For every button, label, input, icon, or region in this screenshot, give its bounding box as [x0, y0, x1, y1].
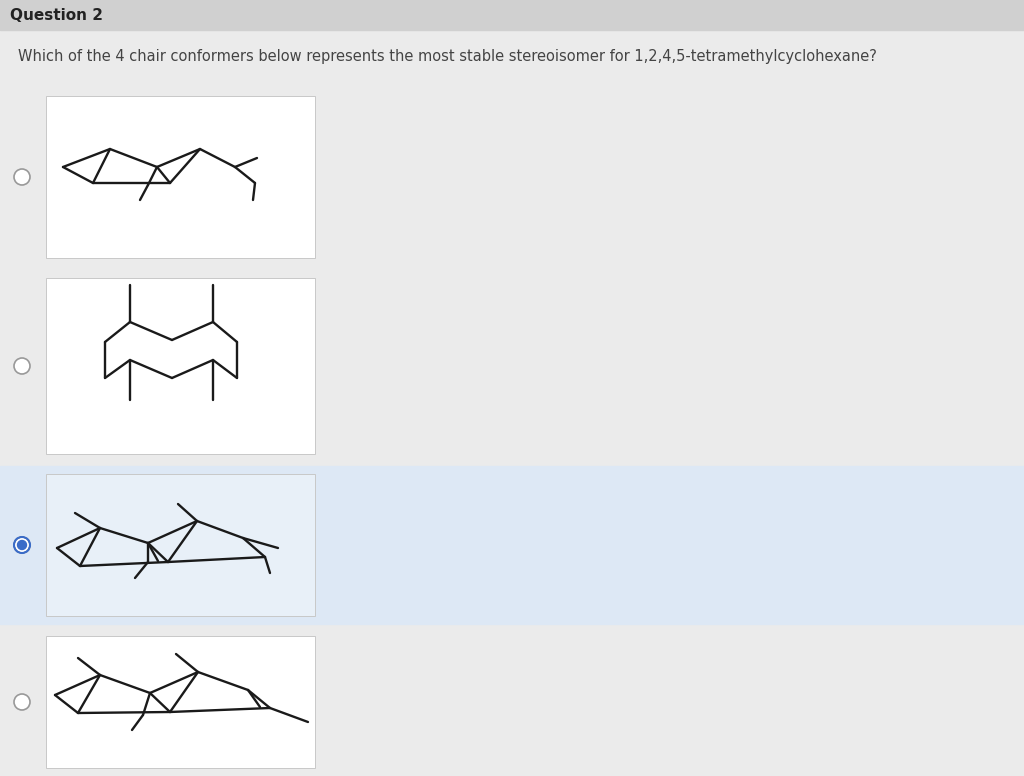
Bar: [46, 278, 315, 454]
Text: Question 2: Question 2: [10, 8, 103, 23]
Circle shape: [17, 541, 27, 549]
Text: Which of the 4 chair conformers below represents the most stable stereoisomer fo: Which of the 4 chair conformers below re…: [18, 50, 877, 64]
Bar: [0, 270, 1024, 462]
Circle shape: [14, 537, 30, 553]
Bar: [46, 474, 315, 616]
Bar: [0, 466, 1024, 624]
Bar: [46, 636, 315, 768]
Circle shape: [14, 694, 30, 710]
Bar: [0, 628, 1024, 776]
Bar: [46, 96, 315, 258]
Circle shape: [14, 169, 30, 185]
Bar: [0, 88, 1024, 266]
Bar: [0, 0, 1024, 30]
Circle shape: [14, 358, 30, 374]
